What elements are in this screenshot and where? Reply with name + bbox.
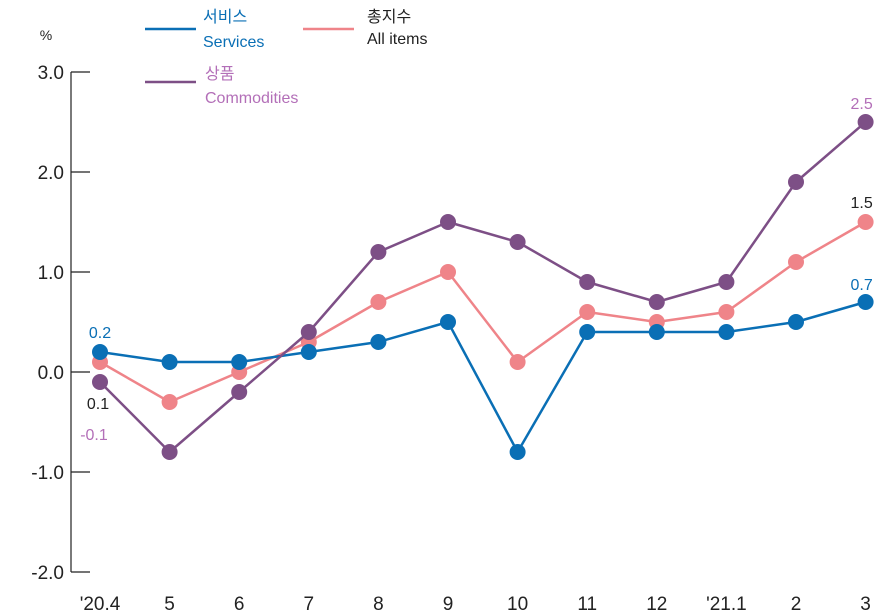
data-point-all_items[interactable] — [857, 214, 874, 230]
x-tick-label: '20.4 — [80, 594, 121, 615]
data-point-commodities[interactable] — [579, 274, 596, 290]
data-point-commodities[interactable] — [370, 244, 387, 260]
data-point-all_items[interactable] — [440, 264, 456, 280]
x-tick-label: 5 — [164, 594, 175, 615]
data-point-services[interactable] — [509, 444, 526, 460]
data-point-services[interactable] — [648, 324, 665, 340]
data-point-services[interactable] — [370, 334, 387, 350]
x-tick-label: 7 — [304, 594, 315, 615]
series-all_items — [92, 214, 874, 410]
data-point-services[interactable] — [579, 324, 596, 340]
data-point-services[interactable] — [718, 324, 735, 340]
data-point-services[interactable] — [92, 344, 108, 360]
data-point-all_items[interactable] — [579, 304, 596, 320]
x-axis: '20.4 5 6 7 8 9 10 11 12 '21.1 2 3 — [80, 594, 871, 615]
data-point-services[interactable] — [440, 314, 456, 330]
data-label-services: 0.7 — [850, 277, 872, 294]
legend-label-commodities-en: Commodities — [205, 90, 298, 107]
data-point-commodities[interactable] — [648, 294, 665, 310]
legend-item-commodities[interactable]: 상품 Commodities — [145, 65, 298, 107]
y-axis: 3.0 2.0 1.0 0.0 -1.0 -2.0 — [31, 63, 90, 584]
y-ticks: 3.0 2.0 1.0 0.0 -1.0 -2.0 — [31, 63, 90, 584]
x-tick-label: 2 — [791, 594, 802, 615]
data-point-commodities[interactable] — [857, 114, 874, 130]
data-point-all_items[interactable] — [370, 294, 387, 310]
data-point-commodities[interactable] — [231, 384, 248, 400]
data-point-commodities[interactable] — [92, 374, 108, 390]
data-label-all_items: 0.1 — [87, 396, 109, 413]
y-tick-label: 2.0 — [38, 163, 64, 184]
y-tick-label: -2.0 — [31, 563, 64, 584]
series-line-services — [99, 300, 866, 454]
data-point-all_items[interactable] — [718, 304, 735, 320]
series-commodities — [92, 114, 874, 460]
data-point-services[interactable] — [857, 294, 874, 310]
data-point-services[interactable] — [231, 354, 248, 370]
data-point-services[interactable] — [161, 354, 178, 370]
y-tick-label: 3.0 — [38, 63, 64, 84]
data-point-services[interactable] — [788, 314, 804, 330]
data-point-all_items[interactable] — [788, 254, 804, 270]
x-tick-label: 6 — [234, 594, 245, 615]
x-tick-label: 8 — [373, 594, 384, 615]
data-point-commodities[interactable] — [440, 214, 456, 230]
x-tick-label: 3 — [860, 594, 871, 615]
series-line-commodities — [99, 121, 867, 454]
legend-item-all-items[interactable]: 총지수 All items — [303, 8, 427, 48]
legend-label-services-ko: 서비스 — [203, 8, 247, 26]
x-tick-label: 9 — [443, 594, 454, 615]
x-tick-label: 12 — [646, 594, 667, 615]
y-unit-label: % — [40, 27, 52, 43]
legend-label-all-items-en: All items — [367, 31, 427, 48]
legend-label-commodities-ko: 상품 — [205, 65, 234, 83]
x-tick-label: '21.1 — [706, 594, 747, 615]
data-point-commodities[interactable] — [300, 324, 317, 340]
x-tick-label: 11 — [577, 594, 597, 615]
legend-label-services-en: Services — [203, 34, 264, 51]
x-ticks: '20.4 5 6 7 8 9 10 11 12 '21.1 2 3 — [80, 594, 871, 615]
x-tick-label: 10 — [507, 594, 528, 615]
data-point-all_items[interactable] — [509, 354, 526, 370]
series-services — [92, 294, 874, 460]
legend: 서비스 Services 총지수 All items 상품 Commoditie… — [145, 8, 427, 107]
data-label-all_items: 1.5 — [850, 195, 872, 212]
legend-label-all-items-ko: 총지수 — [367, 8, 411, 26]
data-point-commodities[interactable] — [161, 444, 178, 460]
data-point-all_items[interactable] — [161, 394, 178, 410]
data-point-commodities[interactable] — [718, 274, 735, 290]
y-tick-label: -1.0 — [31, 463, 64, 484]
data-point-commodities[interactable] — [788, 174, 804, 190]
data-label-commodities: 2.5 — [850, 96, 872, 113]
y-tick-label: 0.0 — [38, 363, 64, 384]
y-tick-label: 1.0 — [38, 263, 64, 284]
series-line-all_items — [99, 220, 867, 404]
data-label-services: 0.2 — [89, 325, 111, 342]
data-point-commodities[interactable] — [509, 234, 526, 250]
data-point-services[interactable] — [300, 344, 317, 360]
legend-item-services[interactable]: 서비스 Services — [145, 8, 264, 51]
plot-area: 0.2 0.7 0.1 1.5 -0.1 2.5 — [80, 96, 874, 460]
data-label-commodities: -0.1 — [80, 427, 108, 444]
